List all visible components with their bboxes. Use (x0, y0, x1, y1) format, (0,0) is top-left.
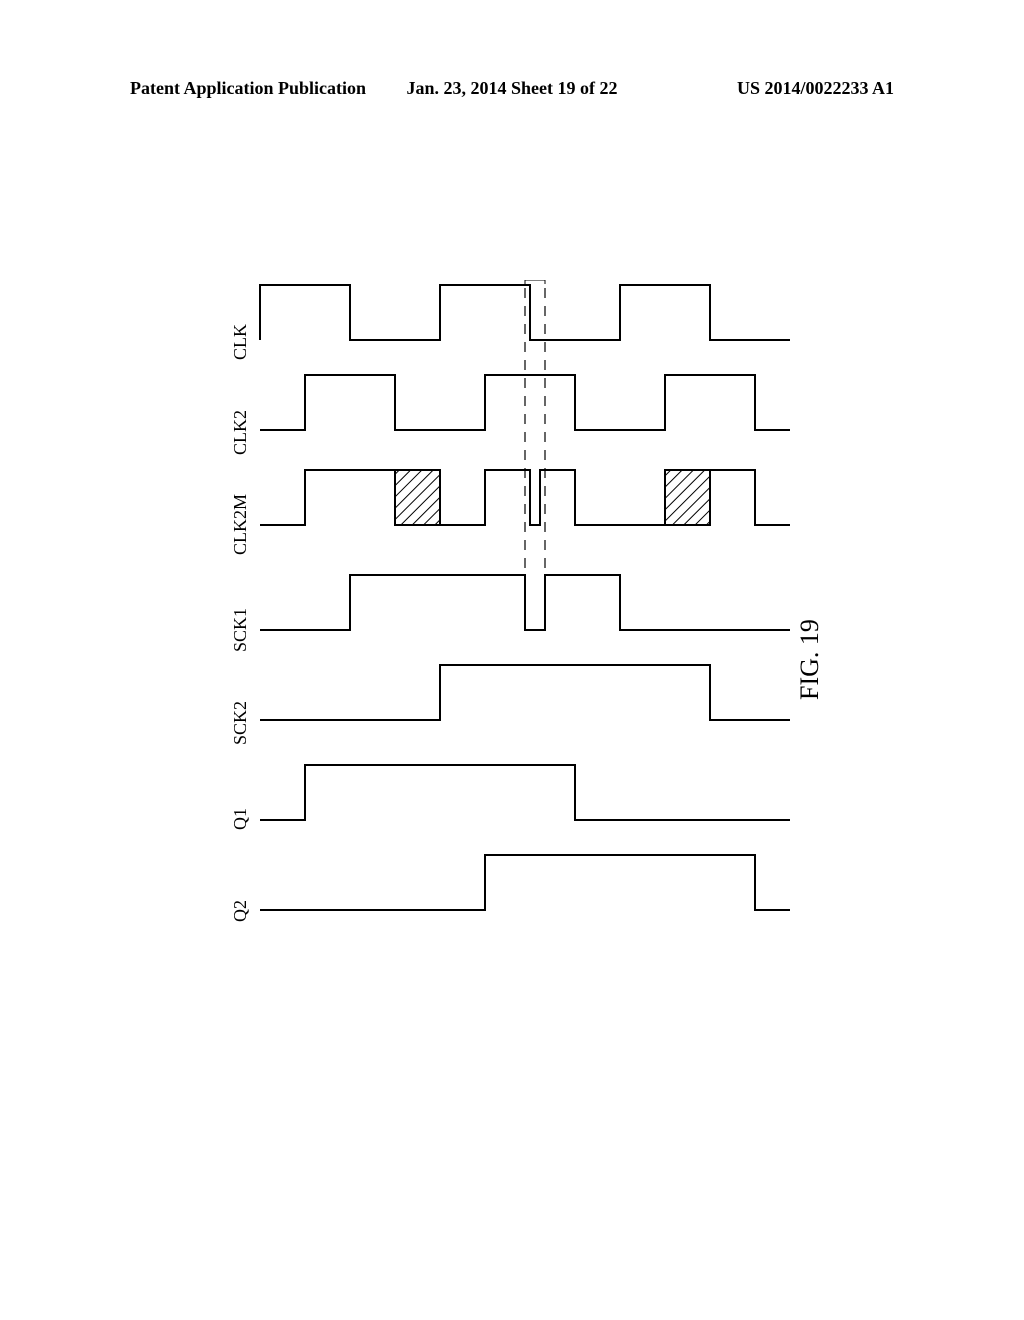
timing-diagram: T CLKCLK2CLK2MSCK1SCK2Q1Q2FIG. 19 (170, 280, 810, 1040)
timing-svg: T (170, 280, 810, 1040)
signal-label-clk: CLK (230, 324, 251, 360)
signal-label-sck1: SCK1 (230, 608, 251, 652)
page-header: Patent Application Publication Jan. 23, … (0, 78, 1024, 99)
figure-label: FIG. 19 (795, 619, 825, 700)
header-center: Jan. 23, 2014 Sheet 19 of 22 (385, 78, 640, 99)
header-right: US 2014/0022233 A1 (639, 78, 1024, 99)
signal-label-q1: Q1 (230, 808, 251, 830)
signal-label-clk2m: CLK2M (230, 494, 251, 555)
header-left: Patent Application Publication (0, 78, 385, 99)
signal-label-clk2: CLK2 (230, 410, 251, 455)
signal-label-q2: Q2 (230, 900, 251, 922)
signal-label-sck2: SCK2 (230, 701, 251, 745)
